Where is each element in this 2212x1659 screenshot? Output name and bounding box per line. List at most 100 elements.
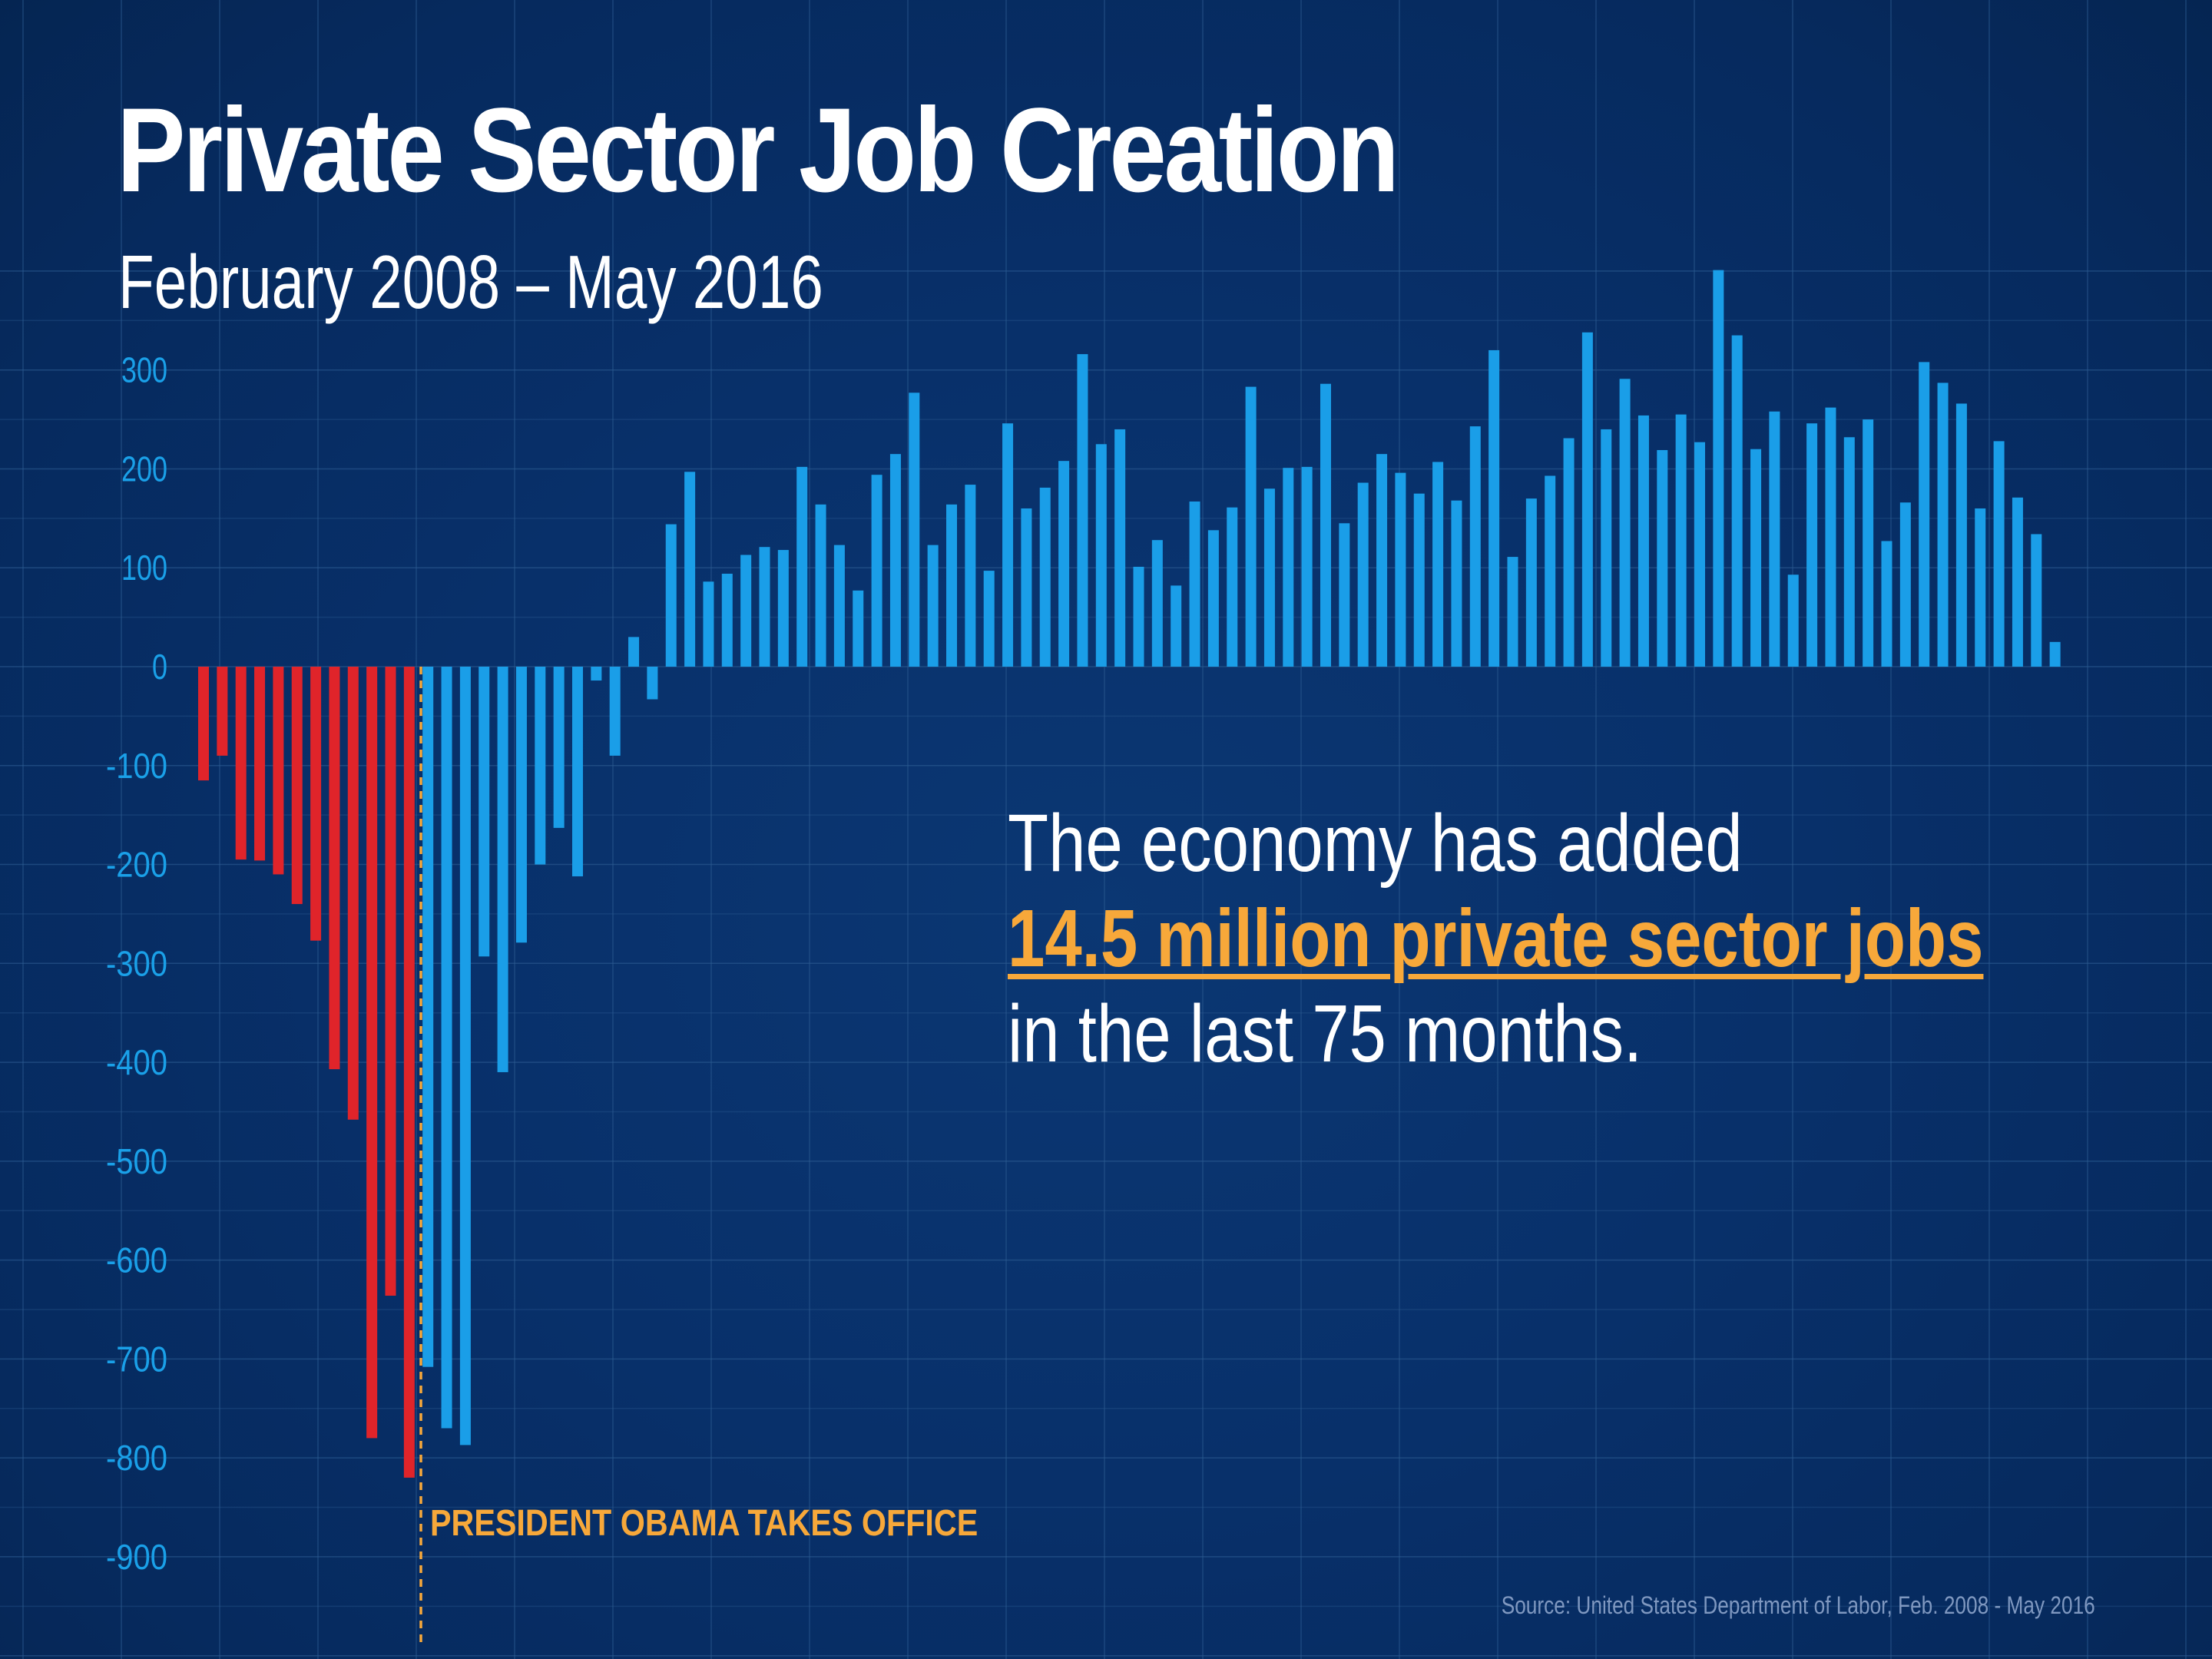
bar <box>1675 414 1687 667</box>
bar <box>591 667 602 681</box>
bar <box>1133 566 1144 667</box>
bar <box>347 667 359 1120</box>
bar <box>310 667 322 941</box>
bar <box>1525 498 1537 667</box>
annotation: The economy has added 14.5 million priva… <box>1008 796 1983 1081</box>
bar <box>1657 449 1668 667</box>
bar <box>441 667 452 1429</box>
bar <box>1451 500 1462 667</box>
bar <box>1825 407 1836 667</box>
bar <box>740 555 752 667</box>
bar <box>1581 332 1593 667</box>
bar <box>1993 441 2005 667</box>
bar <box>1339 523 1350 667</box>
annotation-line-1: The economy has added <box>1008 798 1743 889</box>
y-tick-label: -200 <box>106 845 167 885</box>
bar <box>1563 438 1575 667</box>
y-tick-label: 300 <box>121 350 167 390</box>
bar <box>1039 487 1051 667</box>
bar <box>1619 379 1631 667</box>
bar <box>2012 497 2023 667</box>
bar <box>1955 403 1967 667</box>
bar <box>1263 488 1275 667</box>
bar <box>572 667 583 876</box>
bar <box>535 667 546 865</box>
bar <box>1899 502 1911 667</box>
bar <box>385 667 396 1296</box>
y-tick-label: -500 <box>106 1141 167 1181</box>
bar <box>1245 386 1257 667</box>
bar <box>497 667 508 1072</box>
bar <box>1395 472 1406 667</box>
bar <box>2049 641 2061 667</box>
bar <box>291 667 303 905</box>
bar <box>1207 530 1219 667</box>
bar <box>983 571 995 667</box>
y-tick-label: -700 <box>106 1339 167 1379</box>
bar <box>647 667 658 700</box>
bar <box>1507 557 1518 667</box>
bar <box>515 667 527 943</box>
source-note: Source: United States Department of Labo… <box>1501 1591 2095 1619</box>
bar <box>1919 362 1930 667</box>
bar <box>1787 575 1799 667</box>
bars <box>198 270 2061 1478</box>
bar <box>665 524 677 667</box>
bar <box>927 545 939 667</box>
bar <box>853 590 864 667</box>
bar <box>1469 426 1481 667</box>
bar <box>1413 493 1425 667</box>
y-axis: 300 200 100 0 -100 -200 -300 -400 -500 -600 -700 -8… <box>106 350 167 1577</box>
annotation-line-3: in the last 75 months. <box>1008 988 1643 1079</box>
bar <box>478 667 490 957</box>
bar <box>1975 508 1986 667</box>
chart-title: Private Sector Job Creation <box>117 84 1399 217</box>
bar <box>1769 411 1780 667</box>
event-label: PRESIDENT OBAMA TAKES OFFICE <box>430 1503 979 1544</box>
bar <box>1881 541 1892 667</box>
bar <box>1750 449 1762 667</box>
bar <box>198 667 209 781</box>
bar <box>1320 383 1331 667</box>
bar <box>1843 437 1855 667</box>
bar <box>1545 475 1556 667</box>
bar <box>422 667 434 1367</box>
bar <box>1731 335 1743 667</box>
bar <box>1937 382 1949 667</box>
bar <box>1058 461 1070 667</box>
bar <box>1713 270 1724 667</box>
bar <box>1863 419 1874 667</box>
bar <box>628 637 640 667</box>
bar <box>889 454 901 667</box>
bar <box>1077 354 1088 667</box>
bar <box>609 667 621 756</box>
bar <box>273 667 284 875</box>
bar <box>254 667 266 861</box>
bar <box>965 485 976 667</box>
bar <box>1301 466 1313 667</box>
bar <box>1601 429 1612 667</box>
bar <box>759 547 770 667</box>
y-tick-label: 200 <box>121 449 167 488</box>
bar <box>833 545 845 667</box>
bar <box>1227 507 1238 667</box>
y-tick-label: -300 <box>106 943 167 983</box>
bar <box>1806 423 1818 667</box>
y-tick-label: -900 <box>106 1537 167 1577</box>
bar <box>1432 462 1444 667</box>
bar <box>1151 540 1163 667</box>
bar <box>1357 482 1369 667</box>
y-tick-label: 100 <box>121 548 167 588</box>
bar <box>703 581 714 667</box>
bar <box>1171 585 1182 667</box>
bar <box>796 466 808 667</box>
bar <box>235 667 247 860</box>
bar <box>721 573 733 667</box>
y-tick-label: 0 <box>152 647 167 687</box>
bar <box>1002 423 1014 667</box>
bar <box>1283 468 1294 667</box>
y-tick-label: -100 <box>106 746 167 786</box>
